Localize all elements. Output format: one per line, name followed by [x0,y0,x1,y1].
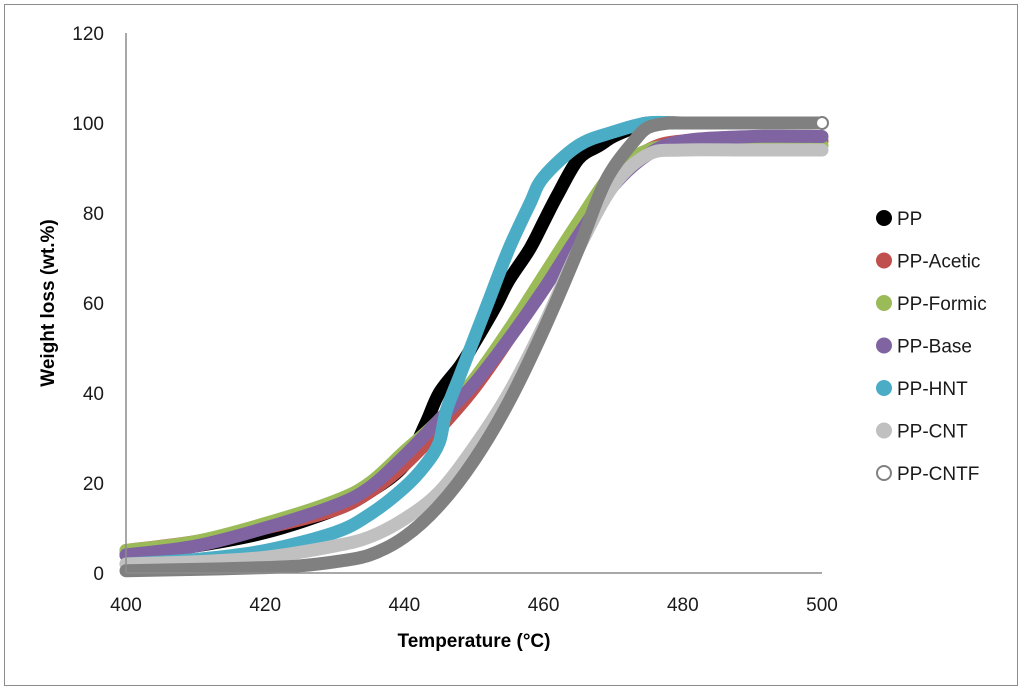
legend-item-pp-cnt: PP-CNT [876,422,968,443]
legend-marker [876,252,892,269]
legend-label: PP-CNTF [897,464,979,485]
legend-item-pp-acetic: PP-Acetic [876,252,980,273]
axes [125,33,822,574]
legend-marker [876,465,892,481]
y-tick-label: 0 [93,564,104,585]
y-axis-title: Weight loss (wt.%) [38,219,59,386]
legend-marker [876,380,892,396]
y-tick-label: 20 [83,474,104,495]
y-tick-label: 120 [72,24,104,45]
legend-item-pp-cntf: PP-CNTF [876,464,979,485]
legend-marker [876,337,892,354]
legend: PP PP-Acetic PP-Formic PP-Base PP-HNT PP-CNT P… [876,209,987,485]
x-tick-label: 440 [389,595,421,616]
legend-label: PP-CNT [897,422,968,443]
x-tick-label: 500 [806,595,838,616]
legend-label: PP-Base [897,337,972,358]
legend-marker [876,422,892,439]
series-line-pp-cntf [119,116,829,578]
legend-label: PP [897,209,922,230]
y-tick-label: 40 [83,384,104,405]
legend-label: PP-Formic [897,294,987,315]
x-tick-label: 400 [110,595,142,616]
legend-marker [876,210,892,226]
y-tick-label: 60 [83,294,104,315]
tick-labels: 0 20 40 60 80 100 120 400 420 440 460 480 500 [72,24,838,616]
x-tick-label: 480 [667,595,699,616]
y-tick-label: 100 [72,114,104,135]
legend-item-pp: PP [876,209,922,230]
series-lines [119,115,829,578]
y-tick-label: 80 [83,204,104,225]
series-line-pp-hnt [119,115,829,571]
legend-marker [876,295,892,311]
legend-item-pp-base: PP-Base [876,337,972,358]
x-tick-label: 460 [528,595,560,616]
legend-item-pp-hnt: PP-HNT [876,379,968,400]
legend-item-pp-formic: PP-Formic [876,294,987,315]
series-end-marker [815,116,829,130]
x-tick-label: 420 [249,595,281,616]
legend-label: PP-Acetic [897,252,980,273]
x-axis-title: Temperature (°C) [398,631,551,652]
legend-label: PP-HNT [897,379,968,400]
